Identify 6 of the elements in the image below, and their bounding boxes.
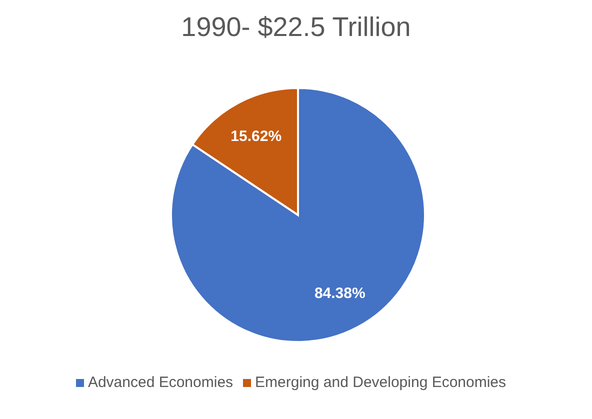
legend-label: Emerging and Developing Economies: [255, 374, 506, 391]
chart-title: 1990- $22.5 Trillion: [180, 12, 412, 43]
data-label: 84.38%: [314, 284, 366, 302]
data-label: 15.62%: [230, 128, 282, 146]
legend-label: Advanced Economies: [88, 374, 234, 391]
pie-slice: [170, 87, 426, 343]
